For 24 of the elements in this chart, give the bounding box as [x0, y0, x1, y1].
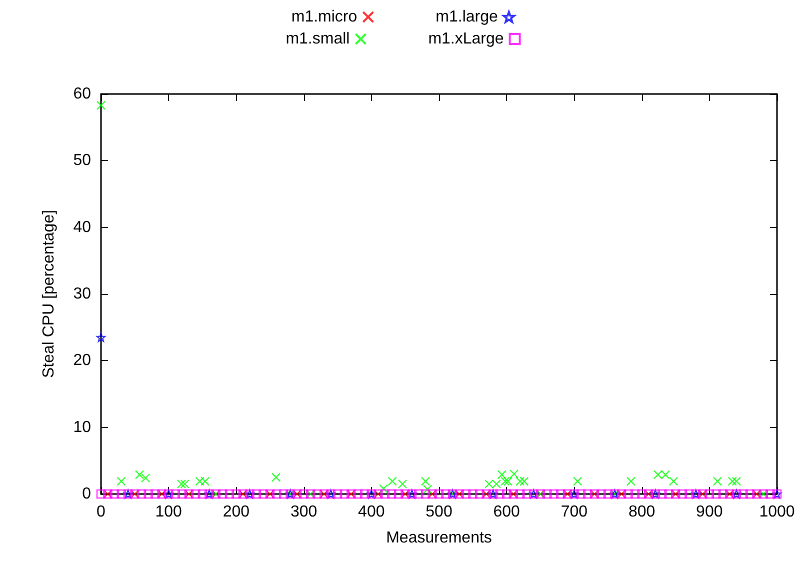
x-tick-label: 1000: [759, 504, 795, 520]
legend-label: m1.large: [436, 8, 498, 26]
y-tick-label: 60: [73, 86, 92, 102]
x-tick-label: 600: [493, 504, 520, 520]
x-tick-label: 900: [696, 504, 723, 520]
x-tick-label: 800: [628, 504, 656, 520]
y-tick-label: 20: [73, 352, 92, 370]
y-tick-label: 0: [82, 486, 92, 502]
x-tick-label: 400: [358, 504, 385, 520]
x-tick-label: 300: [290, 504, 318, 520]
x-tick-label: 100: [155, 504, 182, 520]
legend-label: m1.micro: [291, 8, 358, 26]
y-tick-label: 50: [73, 152, 92, 170]
x-tick-label: 700: [560, 504, 588, 520]
legend-label: m1.small: [286, 30, 350, 48]
legend-label: m1.xLarge: [428, 30, 504, 48]
x-tick-label: 500: [426, 504, 452, 520]
y-tick-label: 40: [73, 218, 92, 236]
y-tick-label: 10: [73, 418, 92, 436]
y-tick-label: 30: [73, 286, 92, 302]
x-tick-label: 200: [222, 504, 250, 520]
x-tick-label: 0: [96, 504, 106, 520]
x-axis-title: Measurements: [386, 530, 492, 546]
y-axis-title: Steal CPU [percentage]: [40, 210, 58, 378]
